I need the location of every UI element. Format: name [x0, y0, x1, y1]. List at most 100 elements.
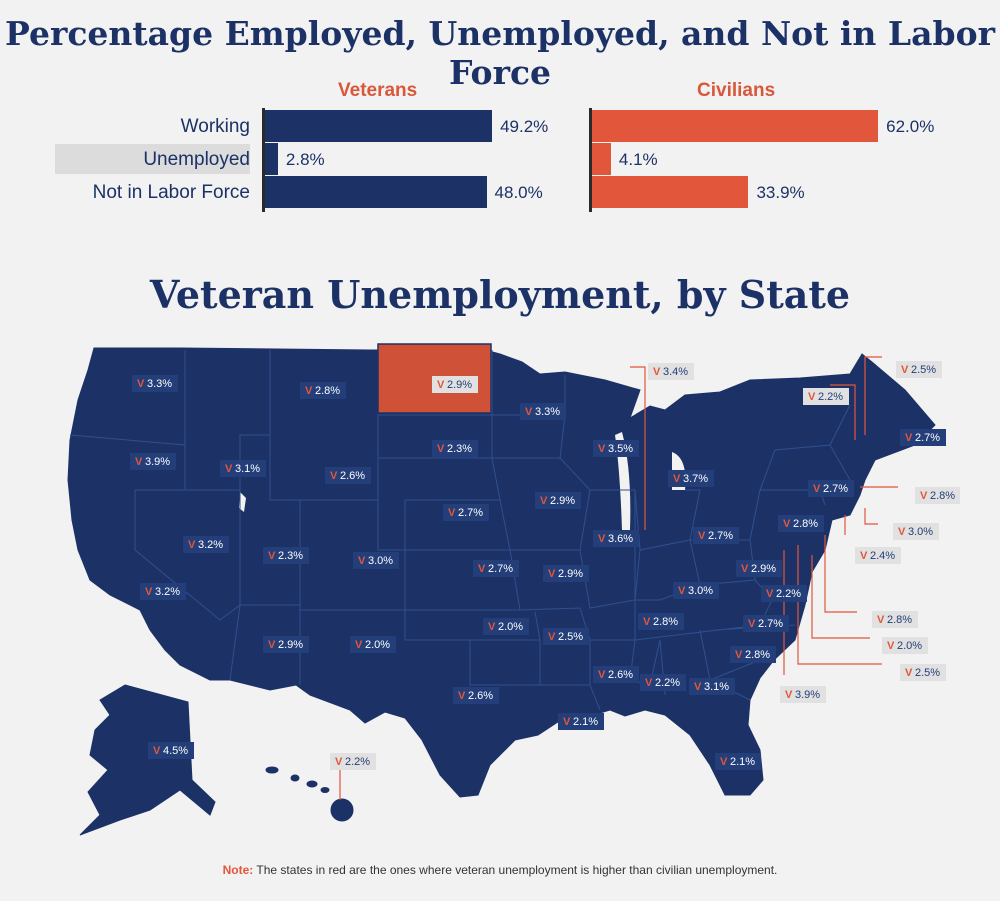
svg-text:2.0%: 2.0% [365, 639, 390, 651]
state-tag-sd: V 2.3% [432, 440, 478, 457]
svg-text:3.7%: 3.7% [683, 473, 708, 485]
svg-text:3.3%: 3.3% [535, 406, 560, 418]
bar-value-label: 33.9% [756, 183, 805, 202]
svg-text:V: V [330, 470, 338, 482]
state-tag-wy: V 2.6% [325, 467, 371, 484]
note-label: Note: [222, 863, 254, 877]
svg-text:2.9%: 2.9% [550, 495, 575, 507]
bar-value-label: 4.1% [618, 150, 658, 169]
state-tag-va: V 2.2% [761, 585, 807, 602]
state-tag-wa: V 3.3% [132, 375, 178, 392]
svg-text:V: V [698, 530, 706, 542]
state-tag-al: V 2.2% [640, 674, 686, 691]
svg-text:3.0%: 3.0% [908, 526, 933, 538]
state-tag-vt: V 2.2% [803, 388, 849, 405]
svg-text:2.6%: 2.6% [608, 669, 633, 681]
svg-text:2.7%: 2.7% [458, 507, 483, 519]
state-tag-dc: V 3.9% [780, 686, 826, 703]
svg-text:V: V [225, 463, 233, 475]
us-map: V 3.3%V 3.9%V 3.2%V 3.2%V 3.1%V 2.8%V 2.6%V 2.3%… [67, 343, 960, 836]
veterans-axis-line [262, 108, 265, 212]
svg-text:2.8%: 2.8% [887, 614, 912, 626]
svg-text:V: V [525, 406, 533, 418]
svg-text:2.3%: 2.3% [447, 443, 472, 455]
category-label-working: Working [180, 116, 250, 137]
svg-text:4.5%: 4.5% [163, 745, 188, 757]
svg-text:V: V [643, 616, 651, 628]
state-tag-ms: V 2.6% [593, 666, 639, 683]
footnote: Note: The states in red are the ones whe… [0, 863, 1000, 877]
svg-text:3.9%: 3.9% [795, 689, 820, 701]
state-tag-ia: V 2.9% [535, 492, 581, 509]
svg-text:V: V [905, 432, 913, 444]
alaska-shape [79, 684, 216, 836]
state-tag-ca: V 3.2% [140, 583, 186, 600]
state-tag-nd: V 2.9% [432, 376, 478, 393]
state-tag-la: V 2.1% [558, 713, 604, 730]
state-tag-mi: V 3.7% [668, 470, 714, 487]
svg-text:V: V [720, 756, 728, 768]
svg-text:3.3%: 3.3% [147, 378, 172, 390]
svg-text:2.7%: 2.7% [823, 483, 848, 495]
svg-text:V: V [478, 563, 486, 575]
svg-text:3.2%: 3.2% [155, 586, 180, 598]
svg-text:V: V [645, 677, 653, 689]
category-label-unemployed: Unemployed [143, 149, 250, 170]
state-tag-ks: V 2.7% [473, 560, 519, 577]
svg-text:V: V [153, 745, 161, 757]
svg-text:2.0%: 2.0% [498, 621, 523, 633]
svg-text:V: V [860, 550, 868, 562]
svg-text:V: V [920, 490, 928, 502]
svg-text:V: V [268, 550, 276, 562]
svg-text:V: V [887, 640, 895, 652]
svg-text:2.4%: 2.4% [870, 550, 895, 562]
svg-text:2.8%: 2.8% [315, 385, 340, 397]
category-label-not-in-labor-force: Not in Labor Force [92, 182, 250, 203]
state-tag-ar: V 2.5% [543, 628, 589, 645]
map-title: Veteran Unemployment, by State [149, 272, 851, 317]
state-tag-az: V 2.9% [263, 636, 309, 653]
svg-text:3.6%: 3.6% [608, 533, 633, 545]
svg-text:2.9%: 2.9% [751, 563, 776, 575]
bar-veterans-unemployed [265, 143, 278, 175]
svg-text:V: V [901, 364, 909, 376]
svg-text:V: V [448, 507, 456, 519]
svg-text:V: V [653, 366, 661, 378]
svg-text:V: V [335, 756, 343, 768]
svg-text:V: V [808, 391, 816, 403]
svg-text:V: V [735, 649, 743, 661]
svg-text:2.2%: 2.2% [655, 677, 680, 689]
bar-value-label: 48.0% [494, 183, 543, 202]
state-tag-sc: V 2.8% [730, 646, 776, 663]
svg-text:V: V [748, 618, 756, 630]
veterans-header: Veterans [338, 80, 418, 101]
svg-text:V: V [305, 385, 313, 397]
svg-text:2.1%: 2.1% [730, 756, 755, 768]
chart-title: Percentage Employed, Unemployed, and Not… [5, 14, 995, 92]
svg-text:V: V [548, 568, 556, 580]
svg-text:V: V [268, 639, 276, 651]
svg-text:2.6%: 2.6% [468, 690, 493, 702]
svg-text:2.9%: 2.9% [447, 379, 472, 391]
bar-value-label: 62.0% [886, 117, 935, 136]
svg-text:2.7%: 2.7% [915, 432, 940, 444]
svg-text:2.9%: 2.9% [558, 568, 583, 580]
svg-text:V: V [135, 456, 143, 468]
state-tag-tx: V 2.6% [453, 687, 499, 704]
state-tag-in: V 3.4% [648, 363, 694, 380]
state-tag-ky: V 3.0% [673, 582, 719, 599]
svg-text:2.9%: 2.9% [278, 639, 303, 651]
svg-text:V: V [694, 681, 702, 693]
svg-text:V: V [188, 539, 196, 551]
bar-civilians-not-in-labor-force [592, 176, 749, 208]
svg-text:3.4%: 3.4% [663, 366, 688, 378]
svg-text:V: V [458, 690, 466, 702]
svg-text:2.5%: 2.5% [558, 631, 583, 643]
svg-text:V: V [437, 379, 445, 391]
svg-text:V: V [598, 533, 606, 545]
svg-text:3.0%: 3.0% [368, 555, 393, 567]
svg-text:2.7%: 2.7% [488, 563, 513, 575]
svg-text:2.5%: 2.5% [915, 667, 940, 679]
svg-text:V: V [898, 526, 906, 538]
state-tag-nj: V 2.8% [872, 611, 918, 628]
